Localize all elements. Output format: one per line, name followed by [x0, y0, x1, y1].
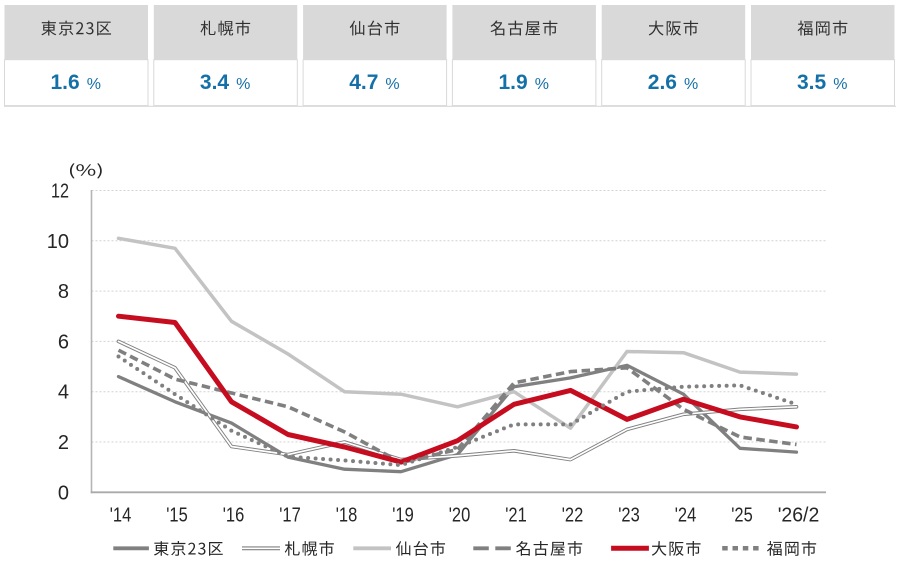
svg-text:'15: '15 — [166, 504, 188, 526]
svg-text:6: 6 — [58, 331, 69, 353]
svg-text:%: % — [385, 76, 399, 93]
svg-text:'22: '22 — [562, 504, 584, 526]
svg-text:%: % — [833, 76, 847, 93]
svg-text:'18: '18 — [336, 504, 358, 526]
svg-text:3.5: 3.5 — [797, 71, 827, 94]
svg-text:4: 4 — [58, 382, 69, 404]
svg-text:'16: '16 — [223, 504, 245, 526]
svg-text:%: % — [684, 76, 698, 93]
svg-text:10: 10 — [47, 231, 69, 253]
svg-text:0: 0 — [58, 482, 69, 504]
svg-text:1.9: 1.9 — [499, 71, 528, 94]
svg-text:8: 8 — [58, 281, 69, 303]
svg-text:'20: '20 — [449, 504, 471, 526]
svg-text:%: % — [236, 76, 250, 93]
svg-text:'14: '14 — [110, 504, 132, 526]
svg-text:3.4: 3.4 — [200, 71, 230, 94]
svg-text:'17: '17 — [279, 504, 301, 526]
svg-text:'19: '19 — [392, 504, 414, 526]
svg-text:'25: '25 — [731, 504, 753, 526]
svg-text:'26/2: '26/2 — [778, 504, 820, 526]
svg-text:2: 2 — [58, 432, 69, 454]
svg-text:'21: '21 — [505, 504, 527, 526]
svg-text:'23: '23 — [618, 504, 640, 526]
svg-text:12: 12 — [51, 181, 69, 203]
svg-text:%: % — [535, 76, 549, 93]
svg-text:%: % — [87, 76, 101, 93]
svg-text:1.6: 1.6 — [51, 71, 80, 94]
svg-text:4.7: 4.7 — [349, 71, 378, 94]
svg-text:'24: '24 — [675, 504, 697, 526]
svg-text:2.6: 2.6 — [648, 71, 677, 94]
